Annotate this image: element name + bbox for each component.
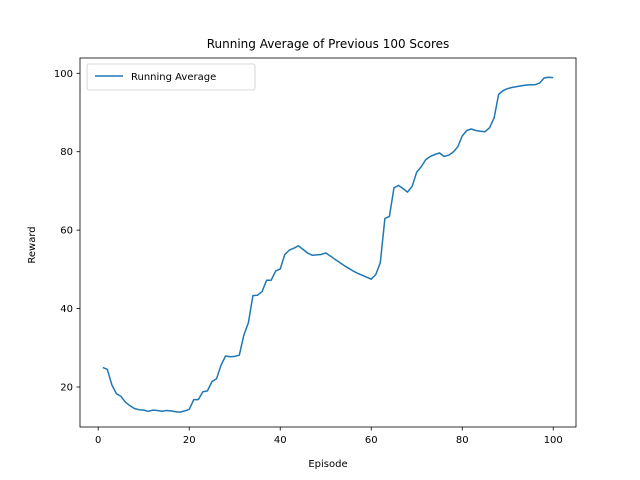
y-tick-label: 20 bbox=[60, 383, 73, 394]
axes-frame bbox=[79, 57, 577, 428]
y-tick-label: 40 bbox=[60, 304, 73, 315]
x-tick-label: 20 bbox=[183, 435, 196, 446]
x-tick-label: 0 bbox=[95, 435, 101, 446]
plot-area: 0 20 40 60 80 100 20 40 60 80 100 bbox=[54, 57, 577, 446]
legend-box bbox=[86, 63, 256, 91]
x-tick-label: 60 bbox=[365, 435, 378, 446]
y-axis-ticks: 20 40 60 80 100 bbox=[54, 69, 80, 394]
x-axis-label: Episode bbox=[308, 459, 347, 470]
y-axis-label: Reward bbox=[27, 226, 38, 263]
legend-label-running-average: Running Average bbox=[131, 72, 216, 83]
chart-title: Running Average of Previous 100 Scores bbox=[207, 37, 450, 51]
legend: Running Average bbox=[86, 63, 256, 91]
y-tick-label: 100 bbox=[54, 69, 73, 80]
x-tick-label: 100 bbox=[544, 435, 563, 446]
x-axis-ticks: 0 20 40 60 80 100 bbox=[95, 427, 563, 446]
y-tick-label: 60 bbox=[60, 226, 73, 237]
x-tick-label: 80 bbox=[456, 435, 469, 446]
y-tick-label: 80 bbox=[60, 147, 73, 158]
series-layer bbox=[102, 76, 554, 413]
series-line-0 bbox=[102, 76, 554, 413]
x-tick-label: 40 bbox=[274, 435, 287, 446]
